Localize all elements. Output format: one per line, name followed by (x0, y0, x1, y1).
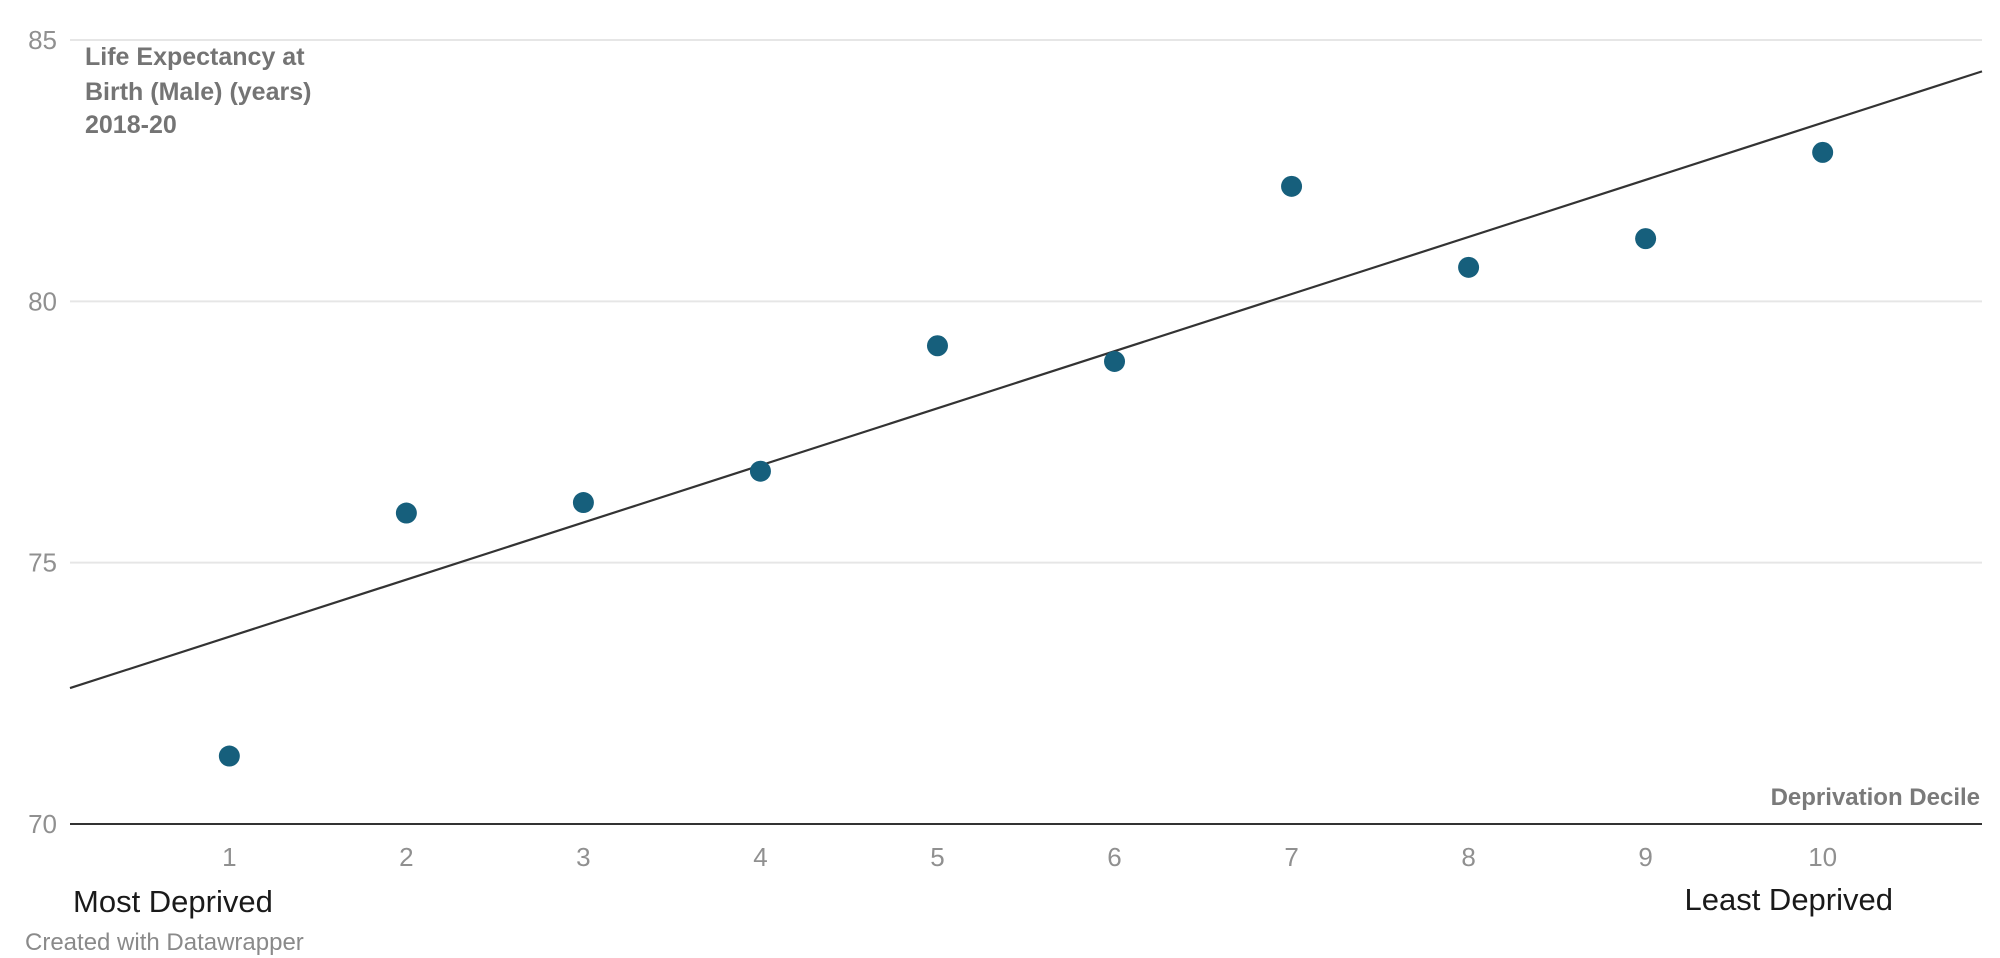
x-tick-label: 3 (576, 842, 590, 872)
y-axis-label-line-3: 2018-20 (85, 111, 177, 139)
x-tick-label: 4 (753, 842, 767, 872)
data-points (218, 141, 1834, 767)
y-tick-label: 70 (28, 809, 57, 839)
y-tick-label: 85 (28, 25, 57, 55)
x-tick-label: 10 (1808, 842, 1837, 872)
y-tick-label: 75 (28, 548, 57, 578)
data-point-8 (1458, 256, 1480, 278)
data-point-1 (218, 745, 240, 767)
x-tick-label: 9 (1638, 842, 1652, 872)
x-tick-label: 6 (1107, 842, 1121, 872)
x-tick-label: 1 (222, 842, 236, 872)
least-deprived-annotation: Least Deprived (1684, 882, 1893, 917)
y-axis-label: Life Expectancy at Birth (Male) (years) … (85, 43, 318, 139)
trendline-layer (69, 70, 1983, 690)
data-point-10 (1812, 141, 1834, 163)
data-point-2 (395, 502, 417, 524)
y-axis-label-line-1: Life Expectancy at (85, 43, 305, 71)
x-tick-labels: 1 2 3 4 5 6 7 8 9 10 (222, 842, 1837, 872)
y-axis-label-line-2: Birth (Male) (years) (85, 78, 311, 106)
data-point-3 (572, 492, 594, 514)
data-point-9 (1635, 228, 1657, 250)
trendline (69, 70, 1983, 690)
data-point-6 (1104, 350, 1126, 372)
data-point-4 (749, 460, 771, 482)
x-tick-label: 5 (930, 842, 944, 872)
x-tick-label: 7 (1284, 842, 1298, 872)
datawrapper-credit: Created with Datawrapper (25, 929, 304, 956)
grid-layer (70, 39, 1982, 564)
data-point-7 (1281, 175, 1303, 197)
x-tick-label: 2 (399, 842, 413, 872)
x-axis-label: Deprivation Decile (1771, 784, 1980, 811)
most-deprived-annotation: Most Deprived (73, 884, 273, 919)
data-point-5 (926, 335, 948, 357)
x-tick-label: 8 (1461, 842, 1475, 872)
y-tick-label: 80 (28, 286, 57, 316)
y-tick-labels: 70 75 80 85 (28, 25, 57, 839)
